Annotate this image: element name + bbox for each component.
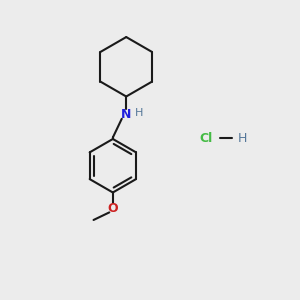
Text: H: H	[134, 108, 143, 118]
Text: N: N	[121, 108, 131, 121]
Text: Cl: Cl	[200, 132, 213, 145]
Text: O: O	[107, 202, 118, 215]
Text: H: H	[238, 132, 247, 145]
